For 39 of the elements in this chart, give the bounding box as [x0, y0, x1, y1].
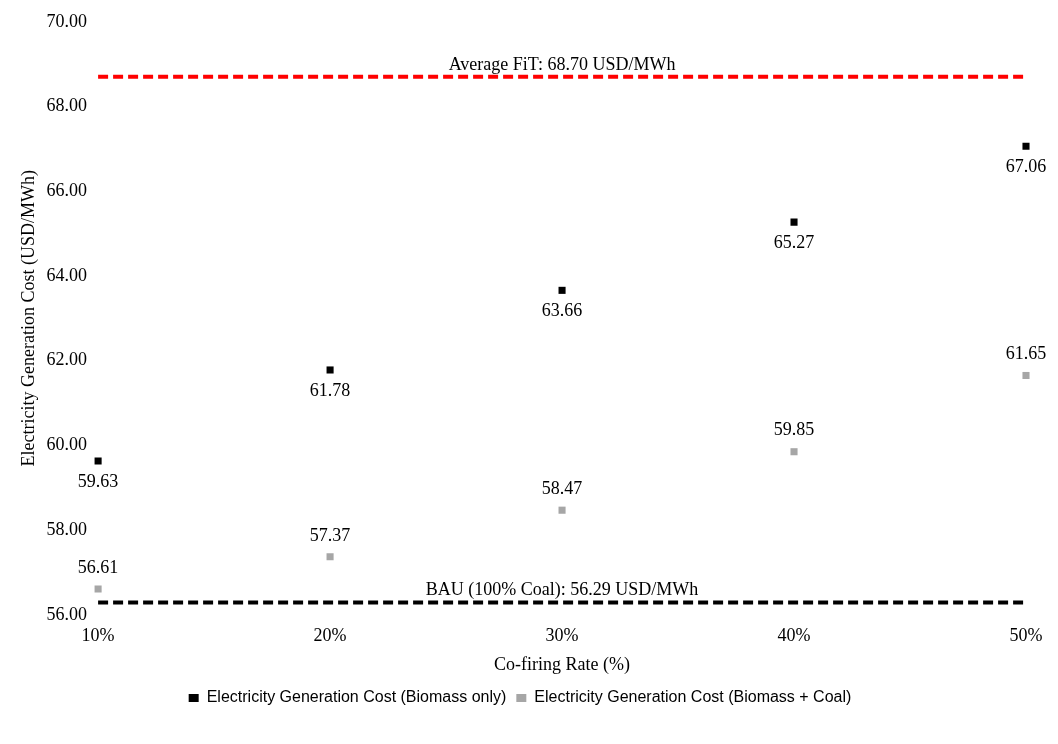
- y-tick-label: 60.00: [46, 434, 88, 455]
- y-tick-label: 68.00: [46, 95, 88, 116]
- data-label: 58.47: [541, 477, 583, 498]
- y-tick-label: 66.00: [46, 179, 88, 200]
- point: [326, 553, 334, 561]
- point: [1022, 371, 1030, 380]
- data-label: 59.85: [773, 419, 815, 440]
- x-tick-label: 50%: [1009, 625, 1043, 646]
- data-label: 61.78: [309, 379, 351, 400]
- data-label: 67.06: [1005, 156, 1047, 177]
- data-label: 61.65: [1005, 343, 1047, 364]
- point: [790, 448, 798, 456]
- point: [558, 506, 566, 514]
- y-tick-label: 64.00: [46, 264, 88, 285]
- legend-label: Electricity Generation Cost (Biomass + Coal): [534, 688, 852, 706]
- point: [790, 218, 798, 226]
- x-axis-title: Co-firing Rate (%): [494, 653, 631, 675]
- y-tick-label: 62.00: [46, 349, 88, 370]
- ref-line-label: BAU (100% Coal): 56.29 USD/MWh: [425, 579, 699, 601]
- data-label: 56.61: [77, 556, 119, 577]
- data-label: 59.63: [77, 470, 119, 491]
- legend-label: Electricity Generation Cost (Biomass only): [206, 688, 507, 706]
- x-tick-label: 30%: [545, 625, 579, 646]
- point: [558, 286, 566, 294]
- x-tick-label: 40%: [777, 625, 811, 646]
- y-axis-title: Electricity Generation Cost (USD/MWh): [17, 170, 39, 467]
- data-label: 57.37: [309, 524, 351, 545]
- data-label: 65.27: [773, 231, 815, 252]
- point: [94, 457, 102, 465]
- point: [326, 366, 334, 374]
- y-tick-label: 56.00: [46, 603, 88, 624]
- x-tick-label: 20%: [313, 625, 347, 646]
- point: [1022, 142, 1030, 150]
- y-tick-label: 70.00: [46, 10, 88, 31]
- x-tick-label: 10%: [81, 625, 115, 646]
- point: [94, 585, 102, 593]
- data-label: 63.66: [541, 300, 583, 321]
- ref-line-label: Average FiT: 68.70 USD/MWh: [448, 53, 676, 74]
- y-tick-label: 58.00: [46, 518, 88, 539]
